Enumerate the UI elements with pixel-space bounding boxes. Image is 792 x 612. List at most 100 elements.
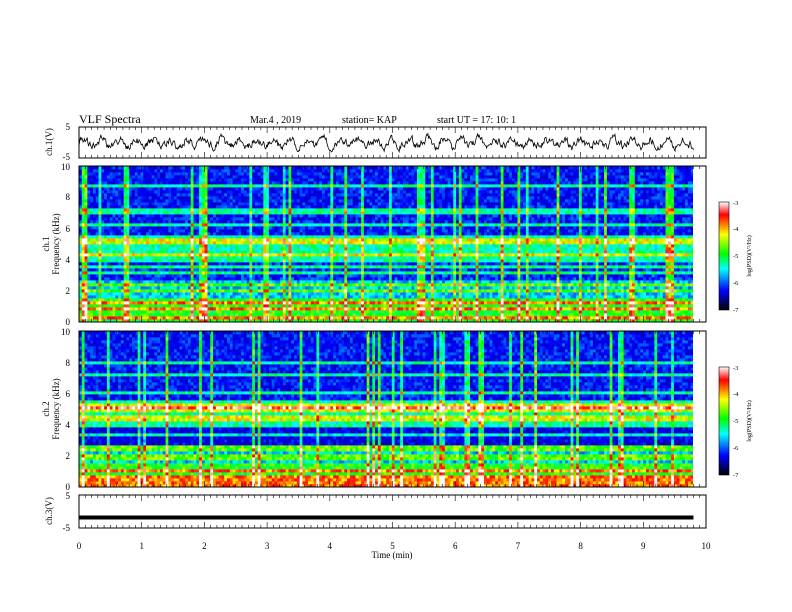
spectrogram-cell — [126, 232, 130, 236]
spectrogram-cell — [215, 190, 220, 194]
spectrogram-cell — [123, 319, 127, 322]
spectrogram-cell — [95, 184, 99, 188]
spectrogram-cell — [296, 262, 301, 266]
spectrogram-cell — [193, 268, 197, 272]
spectrogram-cell — [201, 265, 206, 269]
spectrogram-cell — [193, 319, 197, 322]
spectrogram-cell — [165, 298, 169, 302]
spectrogram-cell — [260, 295, 264, 299]
spectrogram-cell — [308, 298, 312, 302]
spectrogram-cell — [210, 199, 214, 203]
spectrogram-cell — [330, 256, 334, 260]
spectrogram-cell — [171, 184, 175, 188]
spectrogram-cell — [165, 259, 169, 263]
spectrogram-cell — [106, 262, 111, 266]
spectrogram-cell — [187, 277, 192, 281]
spectrogram-cell — [285, 316, 289, 320]
spectrogram-cell — [210, 250, 214, 254]
spectrogram-cell — [235, 280, 239, 284]
spectrogram-cell — [162, 301, 166, 305]
spectrogram-cell — [285, 310, 289, 314]
spectrogram-cell — [229, 208, 234, 212]
spectrogram-cell — [179, 232, 183, 236]
spectrogram-cell — [313, 217, 317, 221]
spectrogram-cell — [79, 208, 83, 212]
spectrogram-cell — [288, 265, 292, 269]
spectrogram-cell — [280, 175, 284, 179]
spectrogram-cell — [330, 190, 334, 194]
spectrogram-cell — [316, 250, 320, 254]
spectrogram-cell — [123, 277, 127, 281]
spectrogram-cell — [162, 220, 166, 224]
spectrogram-cell — [140, 298, 144, 302]
spectrogram-cell — [165, 277, 169, 281]
spectrogram-cell — [246, 292, 250, 296]
spectrogram-cell — [299, 280, 303, 284]
spectrogram-cell — [215, 241, 220, 245]
spectrogram-cell — [246, 277, 250, 281]
spectrogram-cell — [132, 193, 136, 197]
spectrogram-cell — [101, 295, 105, 299]
spectrogram-cell — [277, 289, 281, 293]
spectrogram-cell — [87, 304, 91, 308]
spectrogram-cell — [112, 292, 116, 296]
spectrogram-cell — [330, 280, 334, 284]
spectrogram-cell — [213, 238, 217, 242]
spectrogram-cell — [302, 259, 306, 263]
spectrogram-cell — [154, 211, 158, 215]
spectrogram-cell — [118, 295, 122, 299]
spectrogram-cell — [98, 310, 102, 314]
spectrogram-cell — [160, 193, 164, 197]
spectrogram-cell — [299, 298, 303, 302]
spectrogram-cell — [285, 262, 289, 266]
spectrogram-cell — [101, 301, 105, 305]
spectrogram-cell — [168, 253, 172, 257]
spectrogram-cell — [299, 268, 303, 272]
spectrogram-cell — [243, 184, 247, 188]
spectrogram-cell — [254, 310, 259, 314]
spectrogram-cell — [305, 187, 309, 191]
spectrogram-cell — [227, 229, 231, 233]
spectrogram-cell — [176, 211, 180, 215]
spectrogram-cell — [254, 169, 259, 173]
spectrogram-cell — [308, 316, 312, 320]
ch1-ylabel: ch.1(V) — [44, 128, 54, 156]
spectrogram-cell — [137, 301, 141, 305]
spectrogram-cell — [268, 277, 273, 281]
spectrogram-cell — [319, 274, 323, 278]
spectrogram-cell — [190, 241, 194, 245]
spectrogram-cell — [123, 172, 127, 176]
spectrogram-cell — [246, 169, 250, 173]
spectrogram-cell — [187, 319, 192, 322]
spectrogram-cell — [313, 238, 317, 242]
spectrogram-cell — [168, 316, 172, 320]
spectrogram-cell — [227, 304, 231, 308]
spectrogram-cell — [151, 181, 155, 185]
spectrogram-cell — [252, 265, 256, 269]
spectrogram-cell — [271, 304, 275, 308]
spectrogram-cell — [157, 169, 161, 173]
spectrogram-cell — [84, 283, 88, 287]
spectrogram-cell — [182, 268, 186, 272]
spectrogram-cell — [257, 250, 261, 254]
spectrogram-cell — [235, 220, 239, 224]
spectrogram-cell — [310, 295, 315, 299]
spectrogram-cell — [118, 184, 122, 188]
spectrogram-cell — [190, 271, 194, 275]
spectrogram-cell — [187, 220, 192, 224]
spectrogram-cell — [268, 226, 273, 230]
spectrogram-cell — [305, 226, 309, 230]
spectrogram-cell — [168, 232, 172, 236]
spectrogram-cell — [207, 319, 211, 322]
spectrogram-cell — [313, 169, 317, 173]
spectrogram-cell — [210, 172, 214, 176]
spectrogram-cell — [182, 316, 186, 320]
spectrogram-cell — [143, 256, 147, 260]
spectrogram-cell — [118, 256, 122, 260]
spectrogram-cell — [104, 202, 108, 206]
spectrogram-cell — [129, 181, 133, 185]
spectrogram-cell — [213, 259, 217, 263]
spectrogram-cell — [92, 250, 97, 254]
spectrogram-cell — [104, 253, 108, 257]
spectrogram-cell — [140, 217, 144, 221]
